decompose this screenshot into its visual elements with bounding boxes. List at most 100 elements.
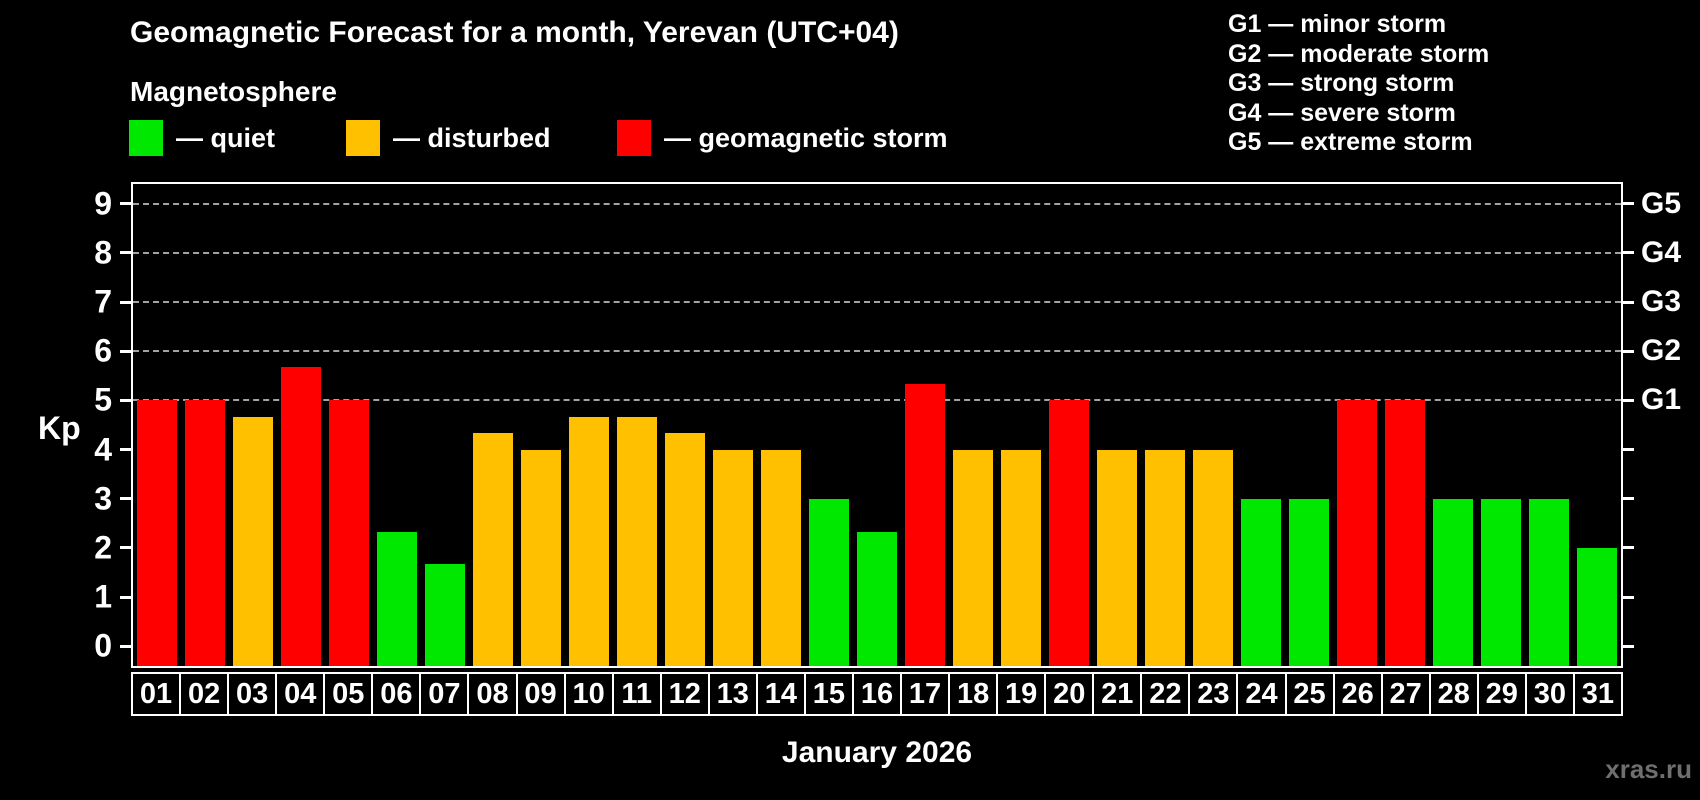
bar-day-19 bbox=[1001, 449, 1041, 666]
y-tick-left-8 bbox=[120, 251, 131, 255]
legend-label-disturbed: — disturbed bbox=[393, 122, 551, 153]
storm-scale-item-g5: G5 — extreme storm bbox=[1228, 128, 1473, 156]
bar-day-09 bbox=[521, 449, 561, 666]
plot-area bbox=[131, 182, 1623, 668]
day-label-04: 04 bbox=[275, 672, 326, 716]
bar-day-28 bbox=[1433, 498, 1473, 666]
gridline-kp5 bbox=[133, 399, 1621, 402]
y-tick-right-7 bbox=[1623, 300, 1634, 304]
y-tick-label-2: 2 bbox=[94, 529, 112, 566]
bar-day-21 bbox=[1097, 449, 1137, 666]
storm-scale-item-g2: G2 — moderate storm bbox=[1228, 39, 1490, 68]
day-label-12: 12 bbox=[659, 672, 710, 716]
y-tick-left-0 bbox=[120, 644, 131, 648]
bar-day-18 bbox=[953, 449, 993, 666]
day-label-14: 14 bbox=[755, 672, 806, 716]
y-tick-left-9 bbox=[120, 202, 131, 206]
day-label-19: 19 bbox=[996, 672, 1047, 716]
day-label-02: 02 bbox=[179, 672, 230, 716]
day-label-17: 17 bbox=[900, 672, 951, 716]
legend-item-storm: — geomagnetic storm bbox=[617, 118, 948, 158]
bar-day-11 bbox=[617, 416, 657, 666]
g-scale-label-g1: G1 bbox=[1641, 383, 1682, 417]
day-label-22: 22 bbox=[1140, 672, 1191, 716]
status-legend: — quiet — disturbed — geomagnetic storm bbox=[0, 118, 1120, 158]
quiet-swatch-icon bbox=[129, 120, 163, 156]
g-scale-label-g4: G4 bbox=[1641, 235, 1682, 269]
y-tick-label-6: 6 bbox=[94, 332, 112, 369]
day-label-07: 07 bbox=[419, 672, 470, 716]
y-tick-left-3 bbox=[120, 497, 131, 501]
day-label-18: 18 bbox=[948, 672, 999, 716]
day-label-09: 09 bbox=[515, 672, 566, 716]
bar-day-26 bbox=[1337, 400, 1377, 666]
bar-day-30 bbox=[1529, 498, 1569, 666]
y-tick-right-5 bbox=[1623, 398, 1634, 402]
bar-day-07 bbox=[425, 564, 465, 666]
legend-item-quiet: — quiet bbox=[129, 118, 275, 158]
x-axis-day-labels: 01 02 03 04 05 06 07 08 09 10 11 12 13 14 15 16 17 18 19 20… bbox=[131, 672, 1623, 716]
disturbed-swatch-icon bbox=[346, 120, 380, 156]
y-tick-left-7 bbox=[120, 300, 131, 304]
day-label-24: 24 bbox=[1236, 672, 1287, 716]
bar-day-03 bbox=[233, 416, 273, 666]
bar-day-17 bbox=[905, 384, 945, 666]
legend-label-quiet: — quiet bbox=[176, 122, 275, 153]
day-label-11: 11 bbox=[611, 672, 662, 716]
y-tick-right-8 bbox=[1623, 251, 1634, 255]
storm-scale-item-g4: G4 — severe storm bbox=[1228, 98, 1456, 127]
bar-day-13 bbox=[713, 449, 753, 666]
storm-scale-item-g3: G3 — strong storm bbox=[1228, 69, 1455, 97]
y-tick-label-0: 0 bbox=[94, 627, 112, 664]
bar-day-08 bbox=[473, 433, 513, 666]
chart-subtitle: Magnetosphere bbox=[130, 76, 337, 107]
day-label-30: 30 bbox=[1524, 672, 1575, 716]
g-scale-label-g5: G5 bbox=[1641, 186, 1682, 220]
legend-item-disturbed: — disturbed bbox=[346, 118, 551, 158]
y-tick-label-7: 7 bbox=[94, 283, 112, 320]
y-tick-label-9: 9 bbox=[94, 185, 112, 222]
x-axis-title: January 2026 bbox=[781, 736, 973, 769]
bar-day-25 bbox=[1289, 498, 1329, 666]
watermark: xras.ru bbox=[1605, 754, 1692, 784]
day-label-20: 20 bbox=[1044, 672, 1095, 716]
y-tick-label-4: 4 bbox=[94, 431, 112, 468]
g-scale-label-g3: G3 bbox=[1641, 285, 1682, 319]
y-tick-right-2 bbox=[1623, 546, 1634, 550]
day-label-05: 05 bbox=[323, 672, 374, 716]
y-tick-right-4 bbox=[1623, 448, 1634, 452]
legend-label-storm: — geomagnetic storm bbox=[664, 122, 948, 153]
y-tick-right-9 bbox=[1623, 202, 1634, 206]
day-label-29: 29 bbox=[1476, 672, 1527, 716]
bar-day-27 bbox=[1385, 400, 1425, 666]
y-tick-left-5 bbox=[120, 398, 131, 402]
bar-day-14 bbox=[761, 449, 801, 666]
day-label-23: 23 bbox=[1188, 672, 1239, 716]
bar-day-20 bbox=[1049, 400, 1089, 666]
day-label-28: 28 bbox=[1428, 672, 1479, 716]
storm-scale-legend: G1 — minor storm G2 — moderate storm G3 — … bbox=[1228, 10, 1489, 158]
day-label-01: 01 bbox=[131, 672, 182, 716]
gridline-kp8 bbox=[133, 251, 1621, 254]
y-tick-left-2 bbox=[120, 546, 131, 550]
bar-day-10 bbox=[569, 416, 609, 666]
bar-day-16 bbox=[857, 531, 897, 666]
storm-scale-item-g1: G1 — minor storm bbox=[1228, 10, 1447, 38]
y-tick-label-5: 5 bbox=[94, 381, 112, 418]
y-tick-right-1 bbox=[1623, 595, 1634, 599]
day-label-16: 16 bbox=[851, 672, 902, 716]
bar-day-24 bbox=[1241, 498, 1281, 666]
day-label-21: 21 bbox=[1092, 672, 1143, 716]
storm-swatch-icon bbox=[617, 120, 651, 156]
y-tick-right-0 bbox=[1623, 644, 1634, 648]
gridline-kp9 bbox=[133, 202, 1621, 205]
y-tick-label-1: 1 bbox=[94, 578, 112, 615]
day-label-27: 27 bbox=[1380, 672, 1431, 716]
y-axis-label: Kp bbox=[38, 410, 81, 446]
y-tick-label-3: 3 bbox=[94, 480, 112, 517]
y-tick-label-8: 8 bbox=[94, 234, 112, 271]
bar-day-15 bbox=[809, 498, 849, 666]
y-tick-left-1 bbox=[120, 595, 131, 599]
bar-day-22 bbox=[1145, 449, 1185, 666]
